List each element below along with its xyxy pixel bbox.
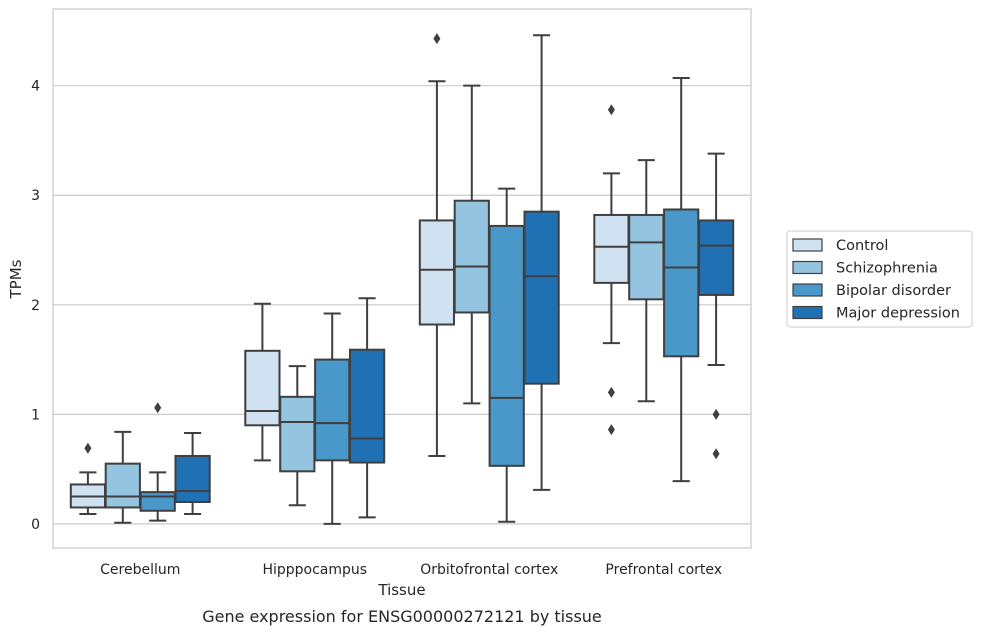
box-iqr <box>418 219 456 326</box>
outlier-marker <box>712 408 720 420</box>
box-iqr <box>663 208 700 358</box>
outlier-marker <box>712 448 720 460</box>
legend-label: Major depression <box>836 306 960 322</box>
box-group <box>488 187 525 523</box>
box-group <box>174 431 211 516</box>
y-tick-label: 1 <box>31 407 40 423</box>
plot-frame <box>52 8 752 549</box>
box-group <box>244 302 281 462</box>
box-iqr <box>139 491 176 512</box>
y-axis-label: TPMs <box>7 259 25 299</box>
box-group <box>663 77 700 483</box>
figure-caption: Gene expression for ENSG00000272121 by t… <box>202 607 602 626</box>
x-tick-label: Prefrontal cortex <box>605 562 722 578</box>
legend-swatch <box>792 260 823 275</box>
legend-swatch <box>792 305 823 320</box>
legend-swatch <box>792 283 823 297</box>
x-tick-label: Orbitofrontal cortex <box>420 562 558 578</box>
outlier-marker <box>84 442 92 454</box>
outlier-marker <box>154 402 162 414</box>
x-axis-label: Tissue <box>377 581 425 599</box>
box-series <box>69 33 735 525</box>
legend-label: Schizophrenia <box>836 261 938 277</box>
box-iqr <box>244 349 281 427</box>
y-tick-label: 3 <box>31 188 40 204</box>
box-group <box>697 152 735 460</box>
box-group <box>523 34 560 491</box>
box-iqr <box>697 219 735 296</box>
legend-swatch <box>792 238 823 252</box>
box-group <box>348 297 386 519</box>
box-group <box>628 159 665 403</box>
x-tick-label: Cerebellum <box>100 562 180 578</box>
box-group <box>69 442 107 516</box>
y-tick-label: 2 <box>31 298 40 314</box>
box-group <box>104 430 141 524</box>
x-tick-labels: Cerebellum Hipppocampus Orbitofrontal cort… <box>100 562 722 578</box>
box-iqr <box>523 210 560 385</box>
box-group <box>139 402 176 522</box>
box-group <box>418 33 456 457</box>
gridlines <box>53 85 751 525</box>
box-iqr <box>314 358 351 462</box>
outlier-marker <box>607 386 615 398</box>
legend: Control Schizophrenia Bipolar disorder Majo… <box>786 230 973 328</box>
x-tick-label: Hipppocampus <box>262 562 367 578</box>
box-iqr <box>628 213 665 301</box>
y-tick-label: 4 <box>31 79 40 95</box>
legend-label: Control <box>836 238 888 254</box>
box-iqr <box>279 395 316 473</box>
y-tick-label: 0 <box>31 517 40 533</box>
box-iqr <box>174 454 211 503</box>
outlier-marker <box>607 424 615 436</box>
legend-frame <box>786 230 973 328</box>
box-group <box>279 365 316 507</box>
box-group <box>453 84 490 405</box>
y-tick-labels: 0 1 2 3 4 <box>31 79 40 533</box>
outlier-marker <box>433 33 441 45</box>
legend-label: Bipolar disorder <box>836 283 951 299</box>
box-iqr <box>348 348 386 464</box>
box-group <box>593 104 630 436</box>
box-iqr <box>593 213 630 284</box>
box-iqr <box>453 199 490 314</box>
box-iqr <box>488 224 525 467</box>
box-iqr <box>104 462 141 509</box>
outlier-marker <box>607 104 615 116</box>
box-group <box>314 312 351 525</box>
